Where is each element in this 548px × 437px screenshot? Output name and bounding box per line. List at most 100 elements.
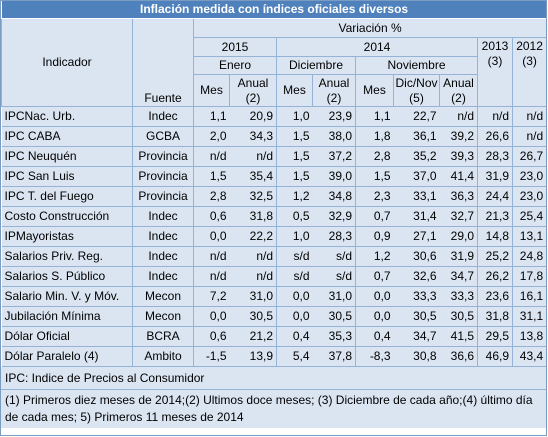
row-value-0: 2,8 — [193, 186, 230, 207]
header-indicador: Indicador — [1, 18, 133, 107]
row-value-2: s/d — [276, 246, 313, 267]
row-value-1: n/d — [229, 146, 277, 167]
row-value-3: 35,3 — [312, 326, 356, 347]
row-value-1: 31,8 — [229, 206, 277, 227]
table-row: IPMayoristas Indec 0,0 22,2 1,0 28,3 0,9 27,1 29… — [1, 226, 546, 247]
row-value-5: 35,2 — [393, 146, 440, 167]
header-enero-anual: Anual (2) — [229, 74, 277, 107]
row-value-4: -8,3 — [355, 346, 394, 367]
row-fuente: Indec — [132, 246, 194, 267]
row-value-0: 0,0 — [193, 306, 230, 327]
row-fuente: Mecon — [132, 306, 194, 327]
row-value-0: 0,6 — [193, 326, 230, 347]
header-dic-mes: Mes — [276, 74, 313, 107]
footer-notes: IPC: Indice de Precios al Consumidor (1)… — [1, 367, 546, 428]
row-value-1: 35,4 — [229, 166, 277, 187]
header-year-2013: 2013 (3) — [477, 37, 513, 107]
row-value-7: 26,2 — [477, 266, 513, 287]
header-year-2012: 2012 (3) — [511, 37, 546, 107]
row-value-7: n/d — [477, 106, 513, 127]
row-value-5: 30,5 — [393, 306, 440, 327]
row-value-1: 22,2 — [229, 226, 277, 247]
table-row: IPC T. del Fuego Provincia 2,8 32,5 1,2 34,8 2… — [1, 186, 546, 207]
row-value-4: 0,4 — [355, 326, 394, 347]
row-fuente: Provincia — [132, 166, 194, 187]
row-value-3: 37,2 — [312, 146, 356, 167]
row-value-5: 22,7 — [393, 106, 440, 127]
row-value-6: 34,7 — [439, 266, 478, 287]
row-value-8: 24,8 — [512, 246, 546, 267]
row-value-5: 33,3 — [393, 286, 440, 307]
header-nov-anual-label: Anual — [443, 75, 474, 90]
row-value-5: 27,1 — [393, 226, 440, 247]
row-value-2: 0,5 — [276, 206, 313, 227]
table-row: Jubilación Mínima Mecon 0,0 30,5 0,0 30,5 0,0 3… — [1, 306, 546, 327]
table-row: Dólar Paralelo (4) Ambito -1,5 13,9 5,4 37,8-… — [1, 346, 546, 367]
row-value-8: 43,4 — [512, 346, 546, 367]
table-row: Dólar Oficial BCRA 0,6 21,2 0,4 35,3 0,4 34,7 41… — [1, 326, 546, 347]
row-fuente: Indec — [132, 226, 194, 247]
header-nov-dicnov: Dic/Nov (5) — [393, 74, 440, 107]
table-row: Costo Construcción Indec 0,6 31,8 0,5 32,9 0,7… — [1, 206, 546, 227]
row-value-7: 31,8 — [477, 306, 513, 327]
table-row: Salarios Priv. Reg. Indec n/d n/d s/d s/d 1,2 3… — [1, 246, 546, 267]
row-value-2: 1,5 — [276, 126, 313, 147]
row-value-6: 36,3 — [439, 186, 478, 207]
header-enero-anual-note: (2) — [245, 90, 261, 105]
row-value-8: n/d — [512, 126, 546, 147]
row-indicador: Salarios S. Público — [1, 266, 133, 287]
row-value-5: 30,6 — [393, 246, 440, 267]
row-value-6: 31,9 — [439, 246, 478, 267]
row-value-1: 13,9 — [229, 346, 277, 367]
row-value-3: 38,0 — [312, 126, 356, 147]
row-indicador: Costo Construcción — [1, 206, 133, 227]
row-value-0: 1,5 — [193, 166, 230, 187]
footer-notes-text: (1) Primeros diez meses de 2014;(2) Ulti… — [1, 389, 546, 428]
row-value-2: 0,0 — [276, 306, 313, 327]
row-value-4: 0,0 — [355, 306, 394, 327]
row-indicador: IPCNac. Urb. — [1, 106, 133, 127]
row-fuente: Mecon — [132, 286, 194, 307]
row-value-6: 39,3 — [439, 146, 478, 167]
row-value-7: 23,6 — [477, 286, 513, 307]
header-enero: Enero — [193, 56, 277, 75]
row-value-2: 1,0 — [276, 106, 313, 127]
row-value-3: 23,9 — [312, 106, 356, 127]
row-value-2: 1,5 — [276, 146, 313, 167]
row-value-7: 21,3 — [477, 206, 513, 227]
row-value-7: 31,9 — [477, 166, 513, 187]
header-year-2013-note: (3) — [487, 54, 503, 68]
row-value-7: 26,6 — [477, 126, 513, 147]
row-value-4: 0,7 — [355, 266, 394, 287]
row-value-1: 20,9 — [229, 106, 277, 127]
row-value-4: 2,3 — [355, 186, 394, 207]
row-value-4: 1,2 — [355, 246, 394, 267]
row-value-7: 14,8 — [477, 226, 513, 247]
row-indicador: Dólar Oficial — [1, 326, 133, 347]
table-row: IPC San Luis Provincia 1,5 35,4 1,5 39,0 1,5 37… — [1, 166, 546, 187]
row-value-7: 28,3 — [477, 146, 513, 167]
row-value-4: 1,5 — [355, 166, 394, 187]
header-nov-mes: Mes — [355, 74, 394, 107]
table-row: IPCNac. Urb. Indec 1,1 20,9 1,0 23,9 1,1 22,7 n/… — [1, 106, 546, 127]
row-value-3: s/d — [312, 246, 356, 267]
row-value-1: 21,2 — [229, 326, 277, 347]
row-value-6: 29,0 — [439, 226, 478, 247]
row-value-2: 1,5 — [276, 166, 313, 187]
header-year-2013-label: 2013 — [481, 39, 509, 53]
header-nov-dicnov-note: (5) — [409, 90, 424, 105]
row-value-8: n/d — [512, 106, 546, 127]
row-value-5: 30,8 — [393, 346, 440, 367]
row-indicador: IPC Neuquén — [1, 146, 133, 167]
row-value-5: 32,6 — [393, 266, 440, 287]
row-value-4: 0,0 — [355, 286, 394, 307]
row-value-2: 1,2 — [276, 186, 313, 207]
footer-ipc-note: IPC: Indice de Precios al Consumidor — [1, 367, 546, 390]
row-value-7: 24,4 — [477, 186, 513, 207]
row-value-8: 13,8 — [512, 326, 546, 347]
row-value-1: 30,5 — [229, 306, 277, 327]
row-fuente: Indec — [132, 266, 194, 287]
row-value-1: 32,5 — [229, 186, 277, 207]
row-value-6: 33,3 — [439, 286, 478, 307]
table-row: Salarios S. Público Indec n/d n/d s/d s/d 0,7 3… — [1, 266, 546, 287]
